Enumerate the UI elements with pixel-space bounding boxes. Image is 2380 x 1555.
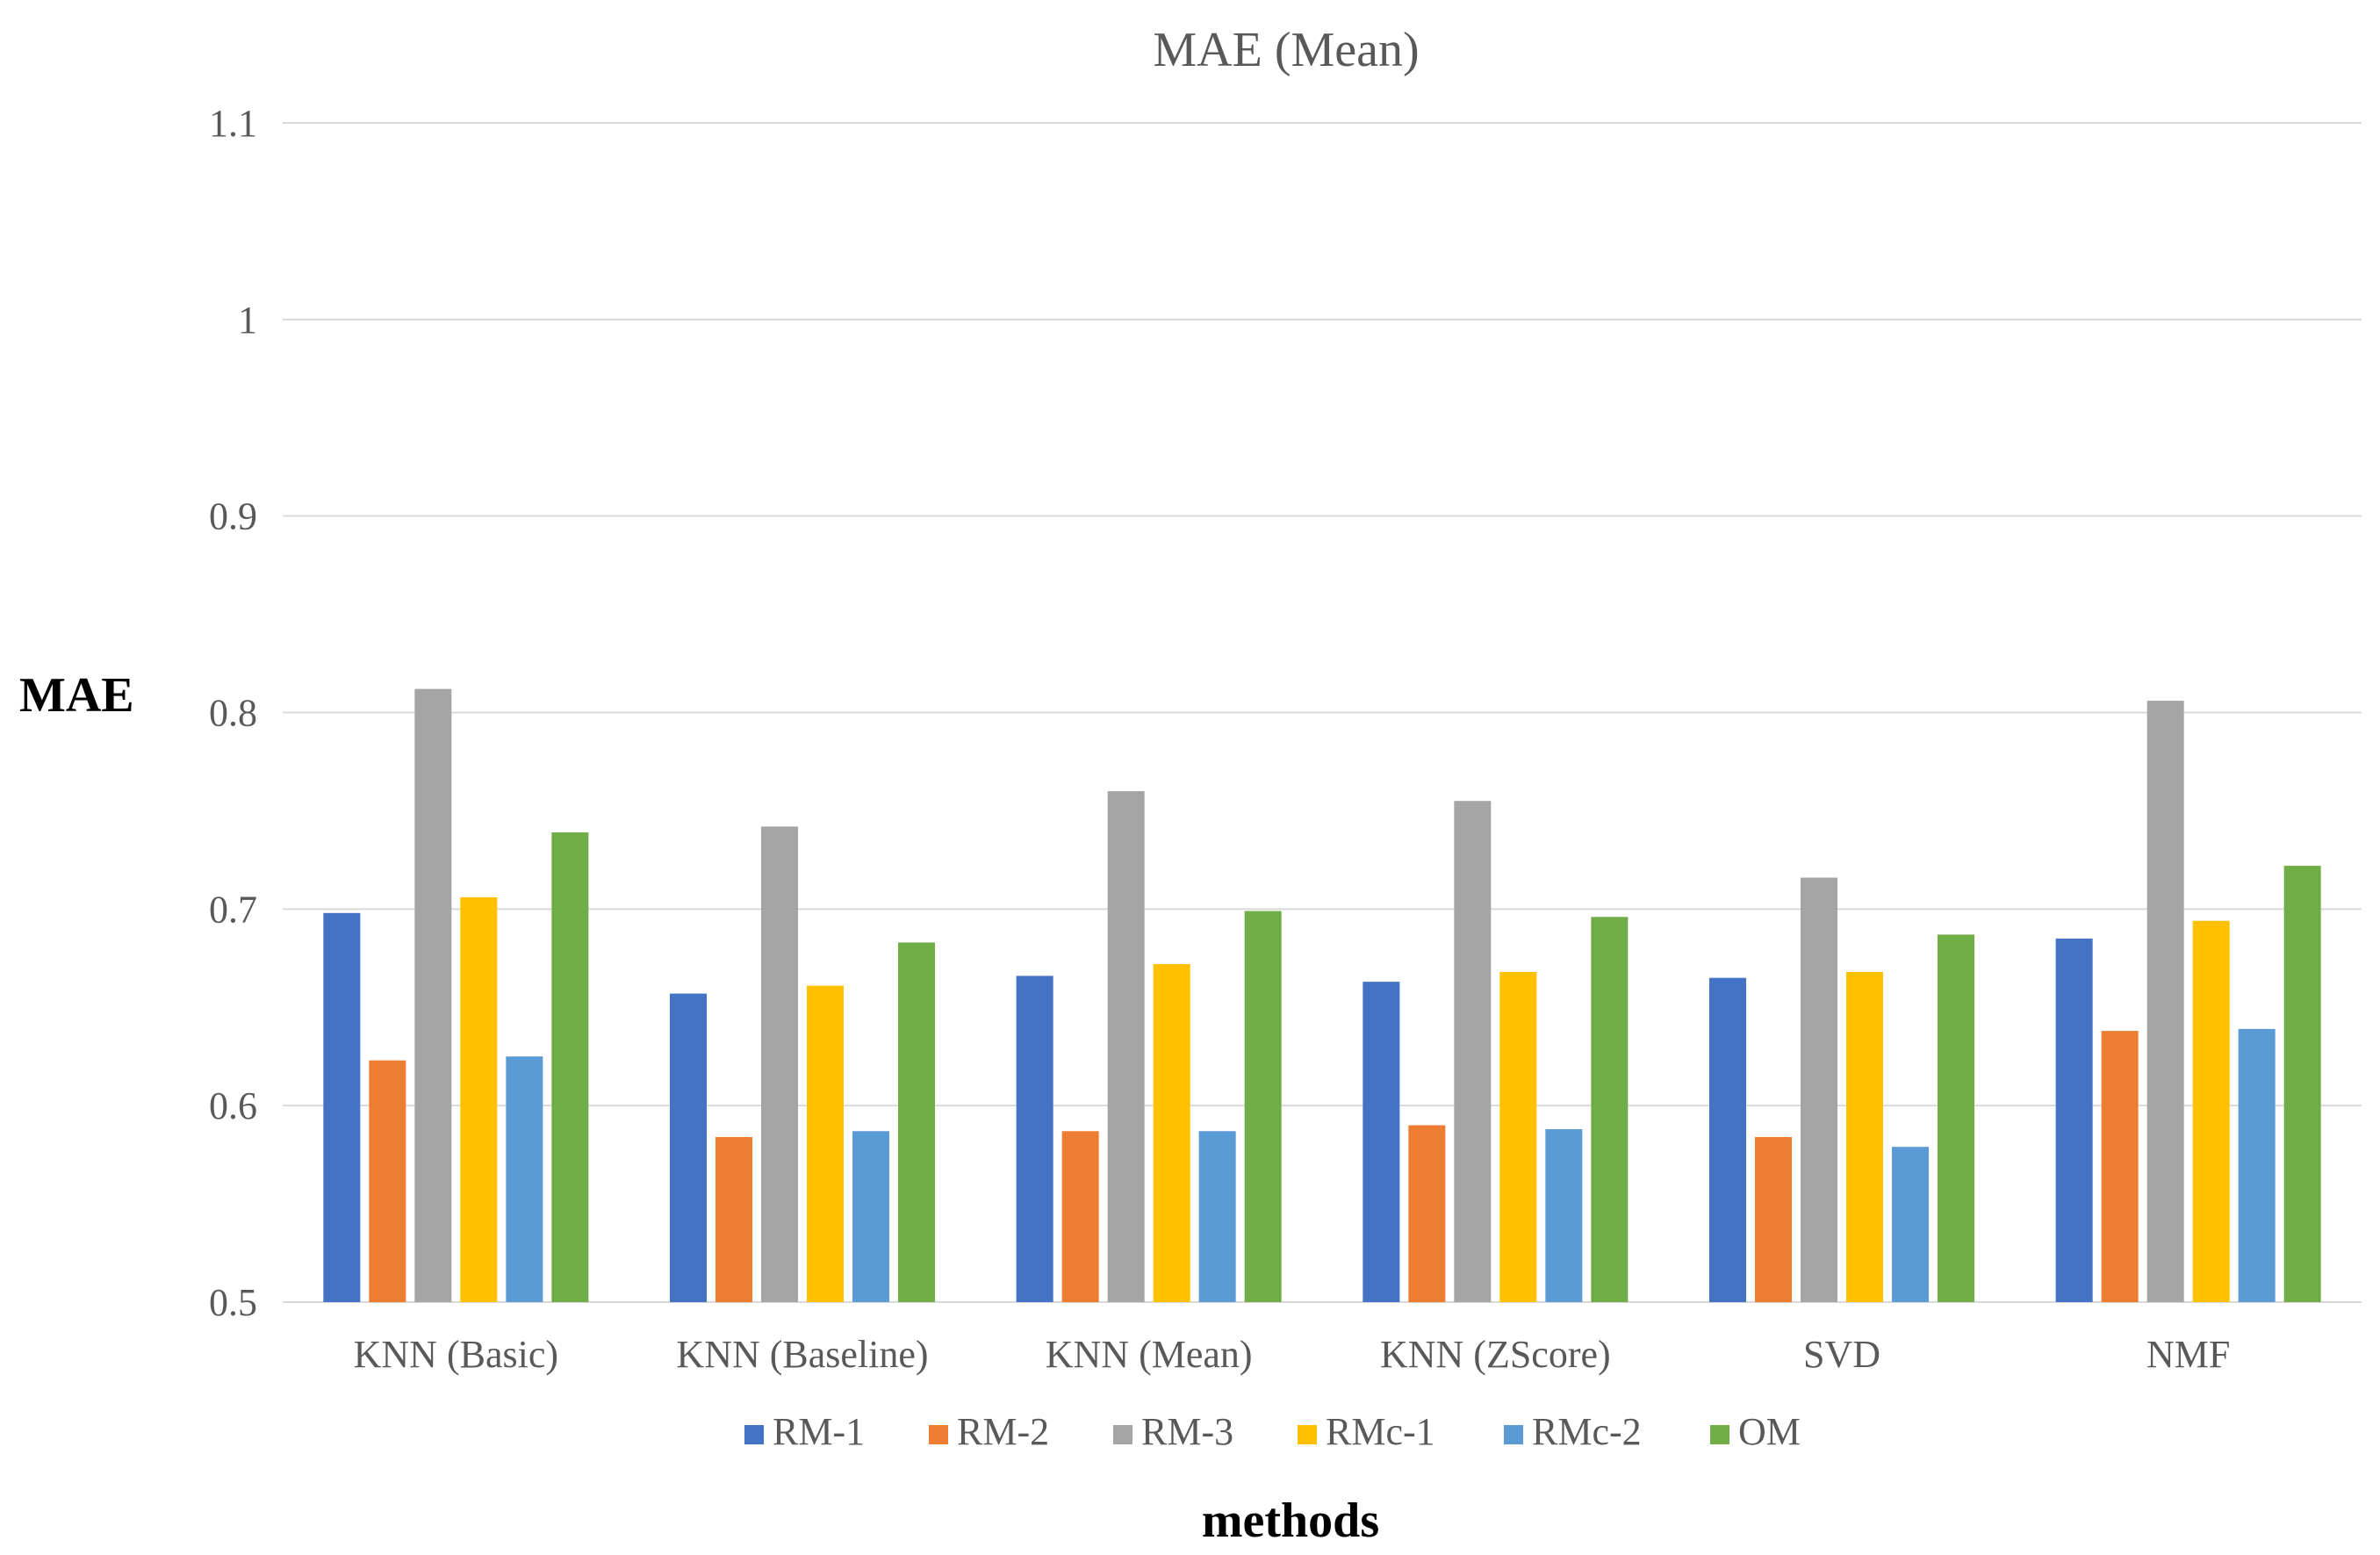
legend-swatch-rm-2 [929,1425,948,1444]
bar-rm-2-1 [715,1136,752,1302]
x-tick-label: NMF [2146,1333,2230,1376]
bar-rmc-2-2 [1198,1131,1236,1302]
bar-rmc-1-5 [2192,920,2230,1302]
bar-om-2 [1244,911,1282,1302]
y-axis-ticks: 0.5 0.6 0.7 0.8 0.9 1 1.1 [209,102,257,1324]
x-tick-label: SVD [1803,1333,1880,1376]
bar-rmc-1-3 [1499,971,1537,1302]
bar-rm-1-1 [670,993,707,1302]
legend-label-rm-3: RM-3 [1141,1410,1233,1453]
y-tick-label: 1 [238,299,257,342]
x-axis-label: methods [1202,1494,1379,1548]
bar-rm-3-0 [414,688,452,1302]
legend-label-rm-2: RM-2 [957,1410,1049,1453]
bar-rmc-2-1 [852,1131,889,1302]
y-tick-label: 0.9 [209,495,257,538]
x-tick-label: KNN (Baseline) [676,1333,928,1376]
bar-rm-1-5 [2055,938,2093,1302]
x-tick-label: KNN (Mean) [1046,1333,1253,1376]
bar-rm-2-4 [1755,1136,1792,1302]
bar-rm-2-5 [2101,1031,2139,1302]
bar-rm-1-4 [1709,977,1746,1302]
legend-label-rmc-1: RMc-1 [1326,1410,1435,1453]
legend-swatch-rmc-2 [1504,1425,1523,1444]
bar-rm-1-3 [1363,982,1400,1302]
legend-swatch-om [1710,1425,1729,1444]
y-tick-label: 0.7 [209,888,257,931]
bar-om-4 [1938,934,1974,1302]
bar-rm-3-2 [1107,791,1145,1302]
bar-rm-2-0 [369,1060,406,1302]
bar-rm-3-1 [761,826,798,1302]
bar-rmc-2-0 [506,1056,543,1302]
bar-rm-2-3 [1408,1125,1446,1302]
bar-rmc-2-4 [1892,1147,1929,1302]
bar-rm-1-0 [323,912,361,1302]
bar-rmc-2-5 [2238,1028,2276,1302]
bar-rm-3-4 [1801,877,1837,1302]
gridlines [283,122,2362,1303]
bar-om-3 [1591,917,1629,1302]
bar-om-1 [898,942,935,1302]
bar-rmc-1-2 [1153,964,1190,1302]
legend-label-om: OM [1738,1410,1801,1453]
legend-swatch-rm-3 [1113,1425,1132,1444]
bar-om-0 [551,832,589,1302]
bar-rmc-1-4 [1846,971,1883,1302]
bar-rmc-1-1 [807,985,844,1302]
y-tick-label: 0.5 [209,1281,257,1324]
bar-om-5 [2283,866,2321,1302]
bar-rm-3-3 [1454,801,1492,1302]
legend-swatch-rm-1 [744,1425,764,1444]
x-axis-categories: KNN (Basic) KNN (Baseline) KNN (Mean) KNN (… [354,1333,2231,1376]
legend-swatch-rmc-1 [1298,1425,1317,1444]
bar-rm-2-2 [1061,1131,1099,1302]
bar-rmc-2-3 [1545,1129,1583,1302]
y-tick-label: 1.1 [209,102,257,145]
x-tick-label: KNN (ZScore) [1380,1333,1611,1376]
y-tick-label: 0.8 [209,692,257,735]
y-tick-label: 0.6 [209,1084,257,1127]
bar-rm-3-5 [2146,701,2184,1302]
bar-rm-1-2 [1016,975,1053,1302]
chart-title: MAE (Mean) [1153,23,1419,77]
legend: RM-1 RM-2 RM-3 RMc-1 RMc-2 OM [744,1410,1801,1453]
legend-label-rm-1: RM-1 [773,1410,865,1453]
bars [323,688,2321,1302]
legend-label-rmc-2: RMc-2 [1532,1410,1642,1453]
bar-rmc-1-0 [460,896,498,1302]
y-axis-label: MAE [19,668,134,723]
x-tick-label: KNN (Basic) [354,1333,558,1376]
